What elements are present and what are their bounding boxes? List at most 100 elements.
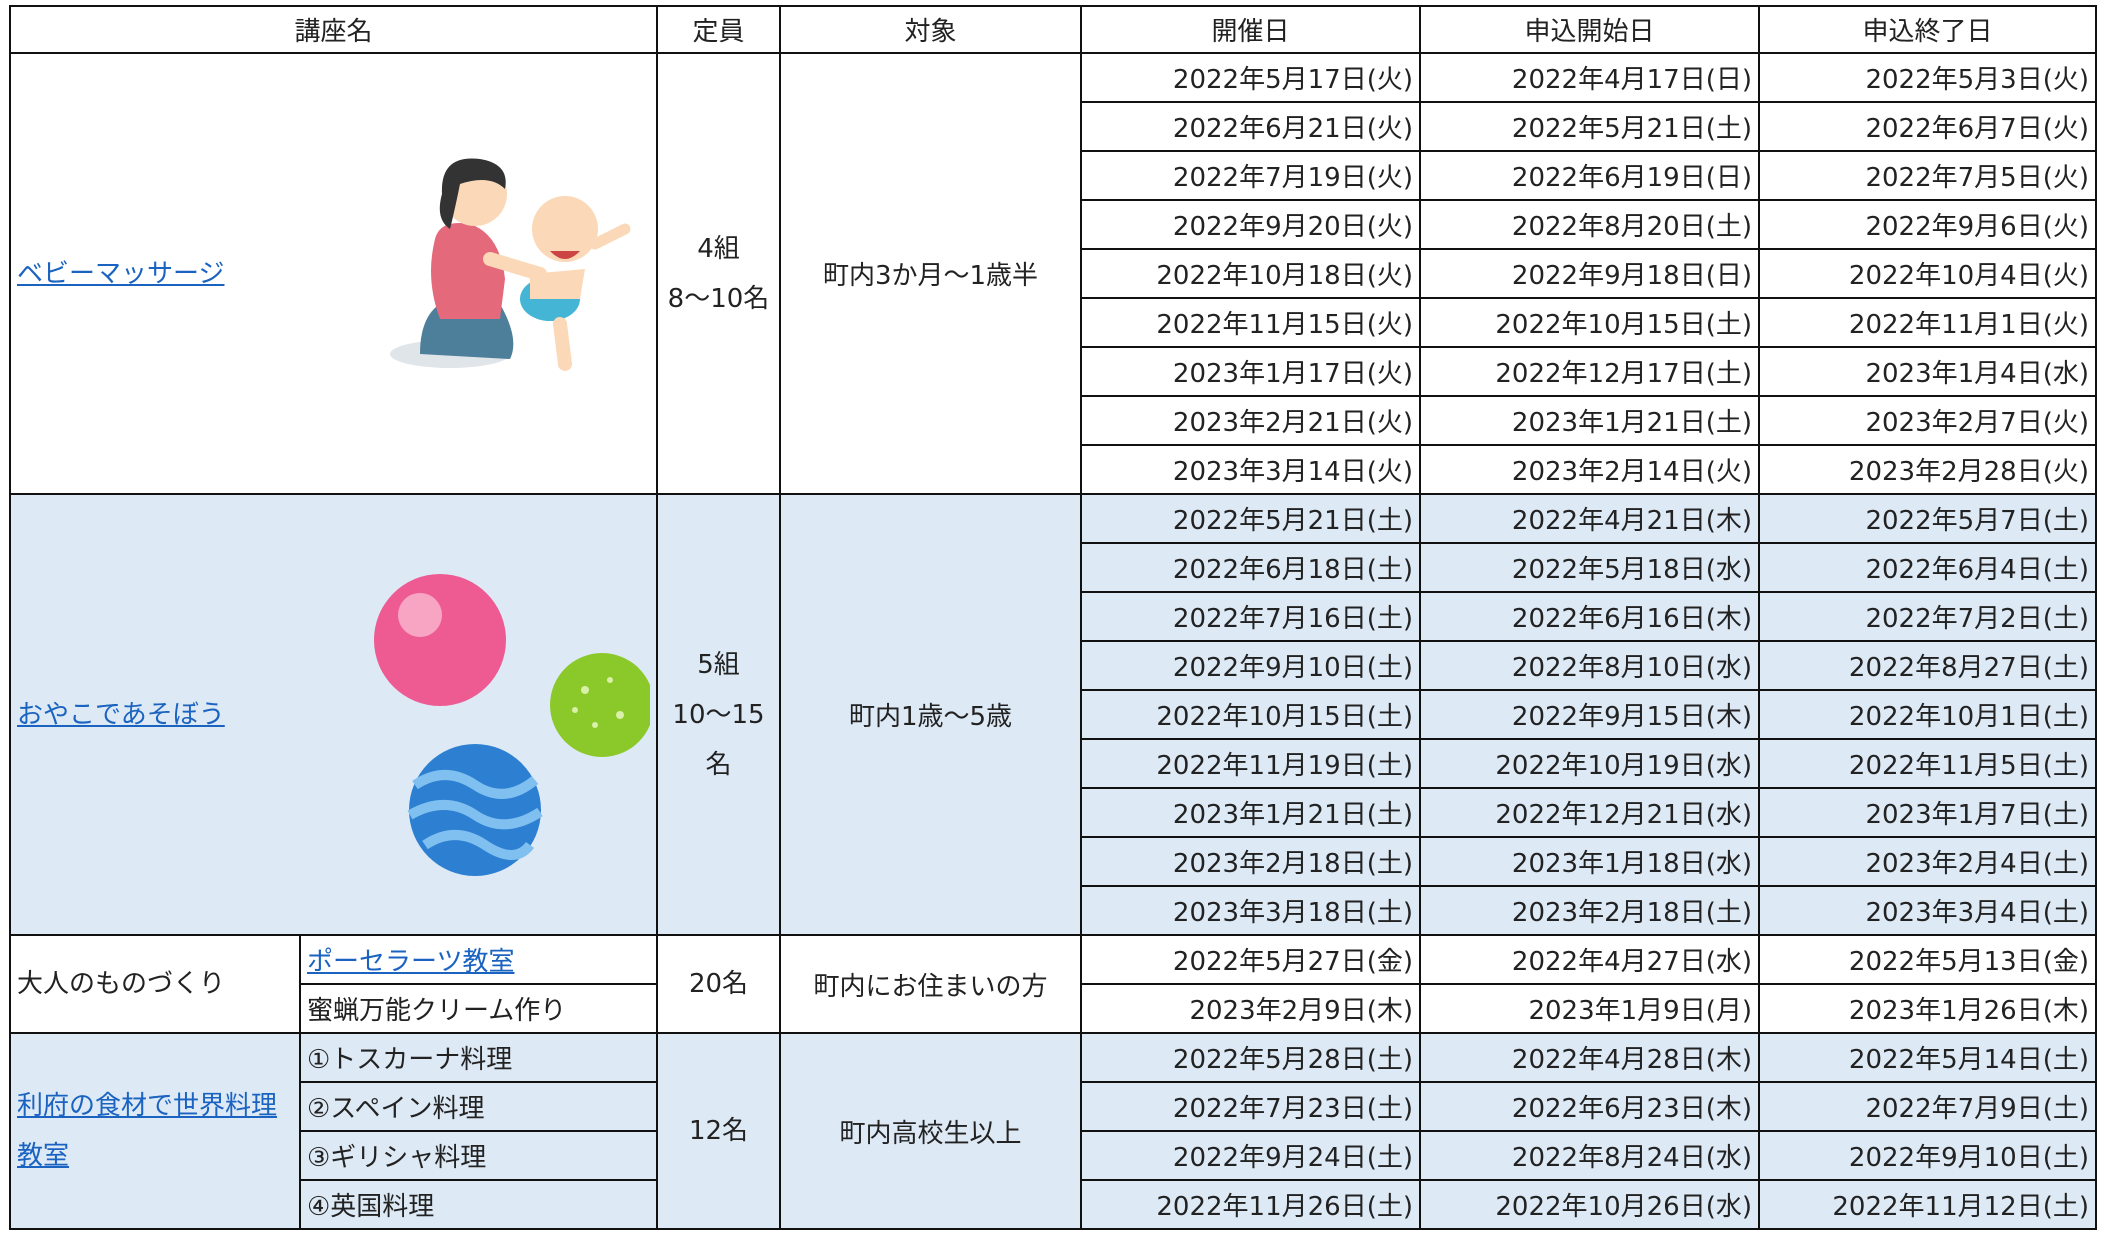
course-name: ②スペイン料理 — [307, 1094, 485, 1124]
course-row: おやこであそぼう 5組 10～15 名町内1歳～5歳 2022年5月21日(土) 202… — [9, 493, 2097, 936]
date-cell: 2022年4月17日(日) — [1419, 52, 1760, 103]
date-cell: 2022年9月15日(木) — [1419, 689, 1760, 740]
date-cell: 2022年5月13日(金) — [1758, 934, 2097, 985]
capacity-line: 10～15 — [672, 699, 765, 730]
date-cell: 2022年5月18日(水) — [1419, 542, 1760, 593]
capacity-line: 20名 — [688, 969, 749, 999]
date-cell: 2022年4月21日(木) — [1419, 493, 1760, 544]
schedule-table: 講座名 定員 対象 開催日 申込開始日 申込終了日 ベビーマッサージ 4組 8～10名 町内3… — [9, 5, 2097, 1230]
name-wrap: ベビーマッサージ — [17, 139, 650, 409]
date-cell: 2023年1月21日(土) — [1080, 787, 1421, 838]
capacity-line: 5組 — [697, 649, 740, 680]
subcourse-cell: ②スペイン料理 — [299, 1081, 658, 1132]
date-cell: 2022年8月20日(土) — [1419, 199, 1760, 250]
date-cell: 2022年10月4日(火) — [1758, 248, 2097, 299]
date-cell: 2022年11月26日(土) — [1080, 1179, 1421, 1230]
capacity-line: 4組 — [697, 233, 740, 264]
date-cell: 2022年7月5日(火) — [1758, 150, 2097, 201]
date-cell: 2022年8月24日(水) — [1419, 1130, 1760, 1181]
subcourse-cell: ③ギリシャ料理 — [299, 1130, 658, 1181]
date-cell: 2022年10月15日(土) — [1080, 689, 1421, 740]
course-link[interactable]: 利府の食材で世界料理教室 — [17, 1091, 278, 1171]
target-cell: 町内高校生以上 — [779, 1032, 1082, 1230]
date-cell: 2023年2月7日(火) — [1758, 395, 2097, 446]
date-cell: 2023年2月9日(木) — [1080, 983, 1421, 1034]
course-link[interactable]: ポーセラーツ教室 — [307, 947, 515, 977]
column-header: 対象 — [779, 5, 1082, 54]
capacity-cell: 20名 — [656, 934, 781, 1034]
name-text: 利府の食材で世界料理教室 — [17, 1081, 287, 1181]
date-cell: 2023年2月4日(土) — [1758, 836, 2097, 887]
date-cell: 2022年5月21日(土) — [1080, 493, 1421, 544]
date-cell: 2022年8月27日(土) — [1758, 640, 2097, 691]
target-cell: 町内3か月～1歳半 — [779, 52, 1082, 495]
date-cell: 2022年5月27日(金) — [1080, 934, 1421, 985]
course-name-cell: おやこであそぼう — [9, 493, 658, 936]
date-cell: 2022年6月23日(木) — [1419, 1081, 1760, 1132]
capacity-cell: 4組 8～10名 — [656, 52, 781, 495]
name-text: 大人のものづくり — [17, 959, 287, 1009]
target-cell: 町内1歳～5歳 — [779, 493, 1082, 936]
balls-illustration — [374, 573, 650, 876]
course-name: ③ギリシャ料理 — [307, 1143, 487, 1173]
course-link[interactable]: ベビーマッサージ — [17, 258, 225, 289]
date-cell: 2022年9月10日(土) — [1758, 1130, 2097, 1181]
column-header: 定員 — [656, 5, 781, 54]
course-name-cell: 利府の食材で世界料理教室 — [9, 1032, 301, 1230]
course-link[interactable]: おやこであそぼう — [17, 699, 225, 730]
date-cell: 2023年1月4日(水) — [1758, 346, 2097, 397]
course-name: ①トスカーナ料理 — [307, 1045, 513, 1075]
date-cell: 2022年10月15日(土) — [1419, 297, 1760, 348]
course-name: 蜜蝋万能クリーム作り — [307, 996, 567, 1026]
date-cell: 2023年1月9日(月) — [1419, 983, 1760, 1034]
name-wrap: 大人のものづくり — [17, 959, 293, 1009]
date-cell: 2022年7月16日(土) — [1080, 591, 1421, 642]
course-row: 大人のものづくり ポーセラーツ教室 20名 町内にお住まいの方 2022年5月27日(金… — [9, 934, 2097, 1034]
date-cell: 2023年2月18日(土) — [1080, 836, 1421, 887]
name-wrap: 利府の食材で世界料理教室 — [17, 1081, 293, 1181]
course-name-cell: ベビーマッサージ — [9, 52, 658, 495]
date-cell: 2022年6月21日(火) — [1080, 101, 1421, 152]
date-cell: 2022年6月16日(木) — [1419, 591, 1760, 642]
date-cell: 2022年6月18日(土) — [1080, 542, 1421, 593]
date-cell: 2022年10月26日(水) — [1419, 1179, 1760, 1230]
course-name: 大人のものづくり — [17, 969, 226, 999]
date-cell: 2022年5月17日(火) — [1080, 52, 1421, 103]
date-cell: 2022年9月18日(日) — [1419, 248, 1760, 299]
date-cell: 2022年4月27日(水) — [1419, 934, 1760, 985]
column-header: 開催日 — [1080, 5, 1421, 54]
name-wrap: おやこであそぼう — [17, 550, 650, 880]
date-cell: 2022年8月10日(水) — [1419, 640, 1760, 691]
course-name-cell: 大人のものづくり — [9, 934, 301, 1034]
name-text: おやこであそぼう — [17, 690, 257, 740]
date-cell: 2022年12月21日(水) — [1419, 787, 1760, 838]
date-cell: 2022年10月18日(火) — [1080, 248, 1421, 299]
date-cell: 2023年1月26日(木) — [1758, 983, 2097, 1034]
date-cell: 2022年11月12日(土) — [1758, 1179, 2097, 1230]
date-cell: 2022年6月4日(土) — [1758, 542, 2097, 593]
date-cell: 2023年2月18日(土) — [1419, 885, 1760, 936]
capacity-line: 8～10名 — [667, 283, 770, 314]
date-cell: 2023年2月14日(火) — [1419, 444, 1760, 495]
date-cell: 2022年6月19日(日) — [1419, 150, 1760, 201]
date-cell: 2022年5月7日(土) — [1758, 493, 2097, 544]
column-header: 申込開始日 — [1419, 5, 1760, 54]
table-body: ベビーマッサージ 4組 8～10名 町内3か月～1歳半 2022年5月17日(火) 20… — [9, 52, 2097, 1230]
date-cell: 2022年9月24日(土) — [1080, 1130, 1421, 1181]
date-cell: 2023年2月21日(火) — [1080, 395, 1421, 446]
date-cell: 2023年3月4日(土) — [1758, 885, 2097, 936]
date-cell: 2022年11月5日(土) — [1758, 738, 2097, 789]
course-row: ベビーマッサージ 4組 8～10名 町内3か月～1歳半 2022年5月17日(火) 20… — [9, 52, 2097, 495]
date-cell: 2022年10月1日(土) — [1758, 689, 2097, 740]
date-cell: 2022年9月6日(火) — [1758, 199, 2097, 250]
date-cell: 2022年12月17日(土) — [1419, 346, 1760, 397]
capacity-line: 名 — [705, 749, 732, 780]
date-cell: 2023年1月7日(土) — [1758, 787, 2097, 838]
date-cell: 2022年6月7日(火) — [1758, 101, 2097, 152]
date-cell: 2022年5月3日(火) — [1758, 52, 2097, 103]
capacity-cell: 5組 10～15 名 — [656, 493, 781, 936]
capacity-cell: 12名 — [656, 1032, 781, 1230]
course-name: ④英国料理 — [307, 1192, 435, 1222]
date-cell: 2022年7月2日(土) — [1758, 591, 2097, 642]
